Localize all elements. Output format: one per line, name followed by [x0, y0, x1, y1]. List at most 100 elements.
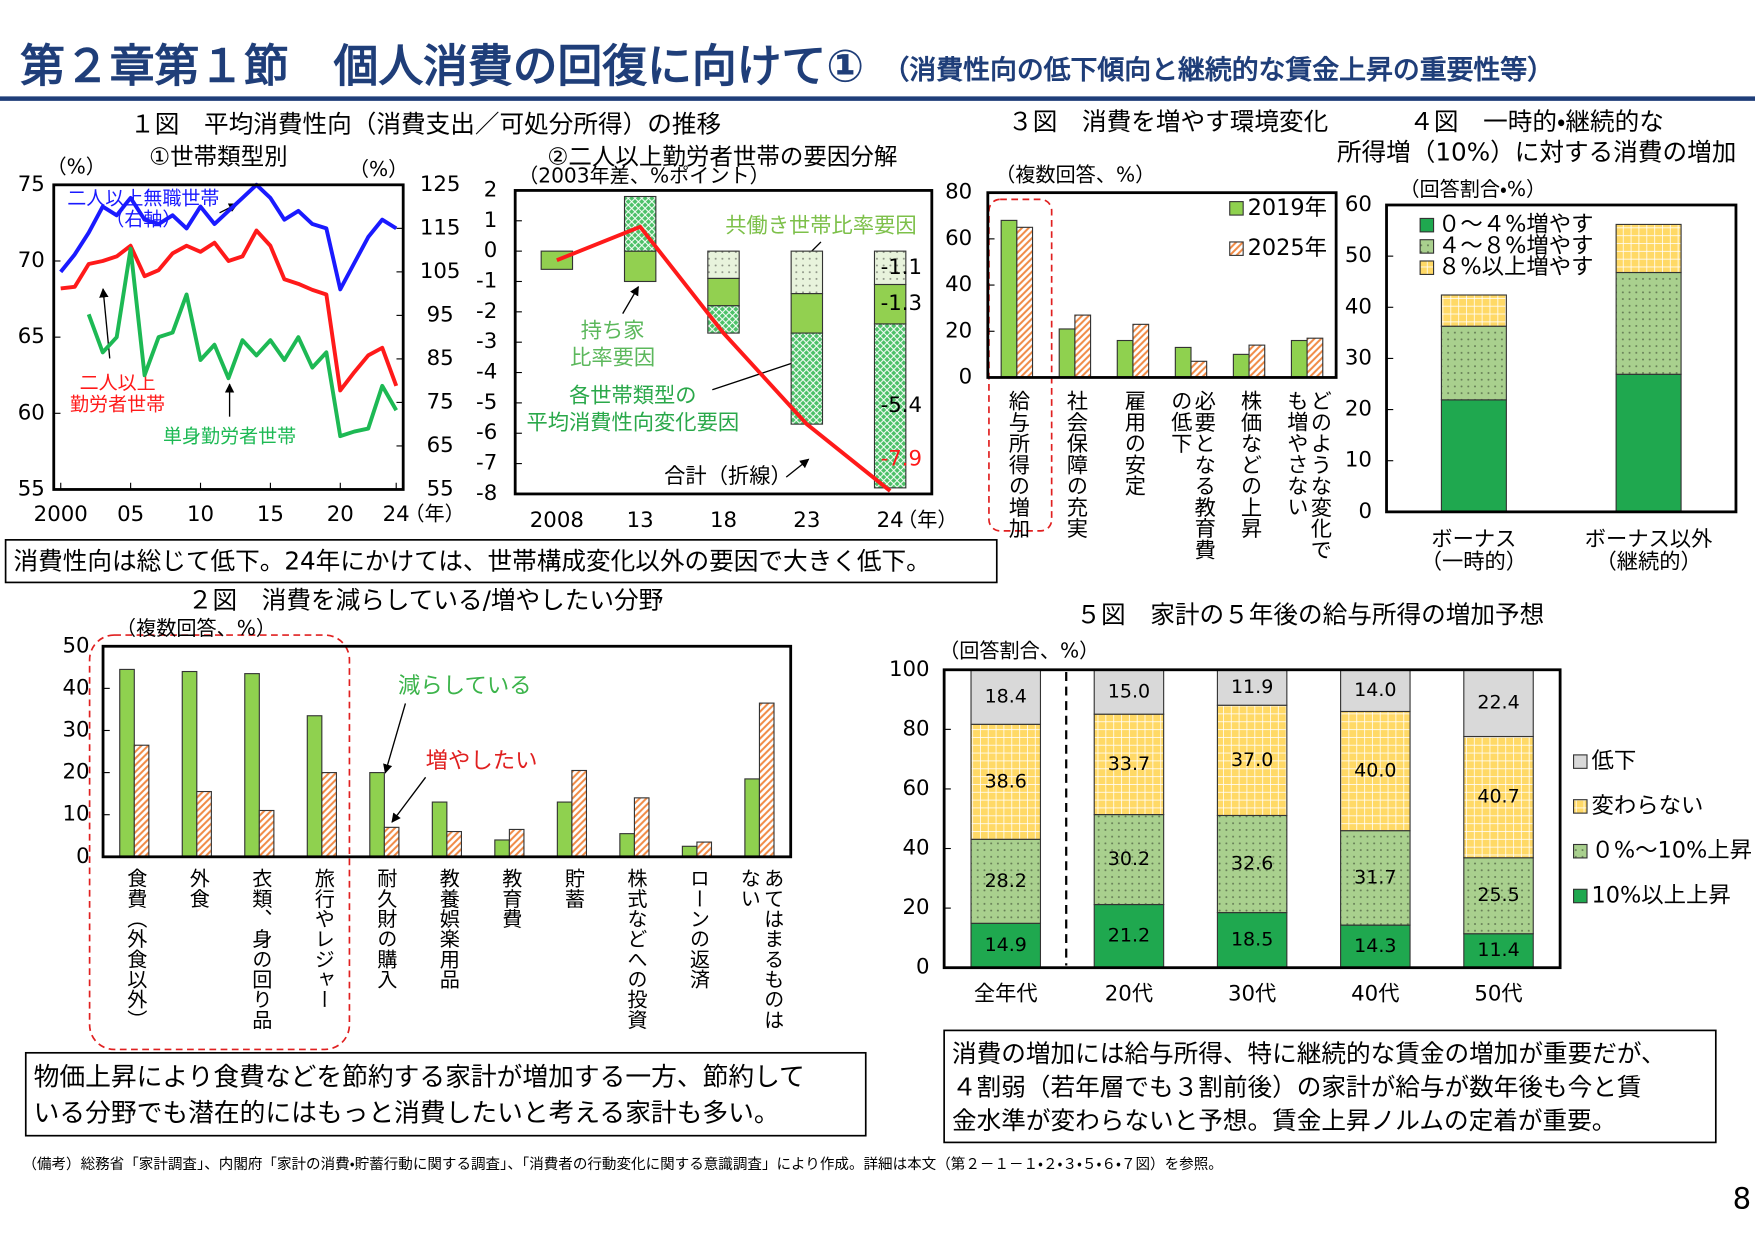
chart-title: １図 平均消費性向（消費支出／可処分所得）の推移: [130, 109, 721, 138]
yticks-label: 0: [1358, 499, 1372, 524]
yticks-label: 20: [945, 318, 972, 343]
series-label: 合計（折線）: [664, 464, 792, 489]
bar: [1615, 223, 1682, 274]
x-tick-label: 18: [710, 508, 737, 533]
page-number: 8: [1733, 1182, 1752, 1216]
yticks-label: -5: [476, 390, 497, 415]
y-axis-label: （2003年差、%ポイント）: [518, 163, 770, 187]
yticks-label: 20: [1345, 397, 1372, 422]
bar: [1340, 669, 1411, 713]
bar: [623, 250, 657, 283]
x-tick-label: 15: [257, 502, 284, 527]
bar: [1306, 337, 1324, 379]
chart-title: ４図 一時的・継続的な所得増（10%）に対する消費の増加: [1337, 107, 1736, 166]
data-label: 11.9: [1231, 676, 1273, 698]
yticks-label: 1: [484, 208, 498, 233]
data-label: 33.7: [1108, 753, 1150, 775]
bar: [508, 828, 525, 858]
yticks-label: 0: [959, 364, 973, 389]
line-series: [60, 228, 399, 393]
yticks-label: 60: [903, 776, 930, 801]
plot-frame: [1385, 203, 1738, 514]
bar: [1248, 344, 1266, 379]
yticks-label: -1: [476, 268, 497, 293]
yticks-label: 100: [889, 657, 930, 682]
bar: [707, 250, 740, 280]
y2ticks-label: 75: [427, 389, 454, 414]
data-label: 14.9: [985, 934, 1027, 956]
series-label: 持ち家比率要因: [570, 319, 655, 371]
legend-swatch: [1419, 260, 1435, 275]
bar: [1463, 735, 1534, 859]
legend-swatch: [1573, 799, 1588, 814]
x-tick-label: 教養娯楽用品: [436, 868, 460, 989]
yticks-label: 40: [945, 272, 972, 297]
bar: [181, 670, 198, 858]
yticks-label: 60: [18, 400, 45, 425]
series-label: 二人以上勤労者世帯: [70, 372, 165, 415]
yticks-label: -4: [476, 360, 497, 385]
bar: [258, 809, 275, 858]
y-axis-label: （%）: [46, 155, 105, 179]
bar: [1440, 294, 1507, 327]
note-box: [24, 1051, 867, 1137]
note-text: 物価上昇により食費などを節約する家計が増加する一方、節約している分野でも潜在的に…: [34, 1062, 805, 1128]
data-label: 37.0: [1231, 749, 1273, 771]
x-tick-label: ボーナス以外（継続的）: [1585, 527, 1713, 574]
yticks-label: 80: [945, 180, 972, 205]
bar: [119, 668, 135, 858]
data-label: 15.0: [1108, 680, 1150, 702]
yticks-label: 10: [63, 802, 90, 827]
y-axis-label: （回答割合、%）: [939, 638, 1099, 662]
bar: [321, 772, 337, 858]
bar: [790, 250, 824, 295]
x-tick-label: 必要となる教育費の低下: [1167, 390, 1216, 561]
plot-frame: [513, 189, 934, 496]
x-tick-label: 13: [627, 508, 654, 533]
plot-frame: [986, 191, 1338, 379]
x-tick-label: 教育費: [499, 868, 523, 929]
yticks-label: 60: [1345, 192, 1372, 217]
bar: [446, 830, 462, 858]
legend-swatch: [1573, 843, 1588, 859]
bar: [619, 833, 635, 858]
x-tick-label: 50代: [1474, 982, 1522, 1007]
legend-swatch: [1573, 888, 1588, 904]
x-tick-label: 10: [187, 502, 214, 527]
line-series: [86, 246, 398, 439]
legend-label: 低下: [1591, 748, 1636, 774]
note-box: [943, 1029, 1717, 1144]
bar: [383, 826, 400, 858]
x-tick-label: 貯蓄: [561, 868, 585, 909]
bar: [1440, 399, 1507, 513]
bar: [1190, 360, 1208, 379]
bar: [1093, 814, 1165, 906]
data-label: 28.2: [985, 870, 1027, 892]
yticks-label: -2: [476, 299, 497, 324]
bar: [369, 772, 385, 858]
legend-label: ０%～10%上昇: [1591, 838, 1752, 864]
yticks-label: 10: [1345, 448, 1372, 473]
x-tick-label: 食費（外食以外）: [124, 868, 148, 1029]
data-label: -1.3: [881, 291, 923, 316]
yticks-label: -8: [476, 481, 497, 506]
y2ticks-label: 85: [427, 346, 454, 371]
data-label: 40.0: [1354, 760, 1396, 782]
legend-label: 2019年: [1248, 195, 1327, 221]
data-label: 14.0: [1354, 679, 1396, 701]
data-label: 21.2: [1108, 925, 1150, 947]
x-tick-label: 24: [877, 508, 904, 533]
y2ticks-label: 55: [427, 476, 454, 501]
bar: [758, 702, 775, 858]
y-axis-label: （複数回答、%）: [995, 162, 1155, 186]
header-title: 第２章第１節 個人消費の回復に向けて①: [20, 39, 864, 92]
bar: [1000, 219, 1018, 379]
legend-swatch: [1229, 241, 1244, 256]
chart-title: ３図 消費を増やす環境変化: [1008, 107, 1328, 136]
note-box: [4, 539, 998, 584]
series-label: 二人以上無職世帯（右軸）: [67, 187, 219, 230]
bar: [1093, 713, 1165, 816]
x-tick-label: 2008: [530, 508, 584, 533]
data-label: 30.2: [1108, 848, 1150, 870]
